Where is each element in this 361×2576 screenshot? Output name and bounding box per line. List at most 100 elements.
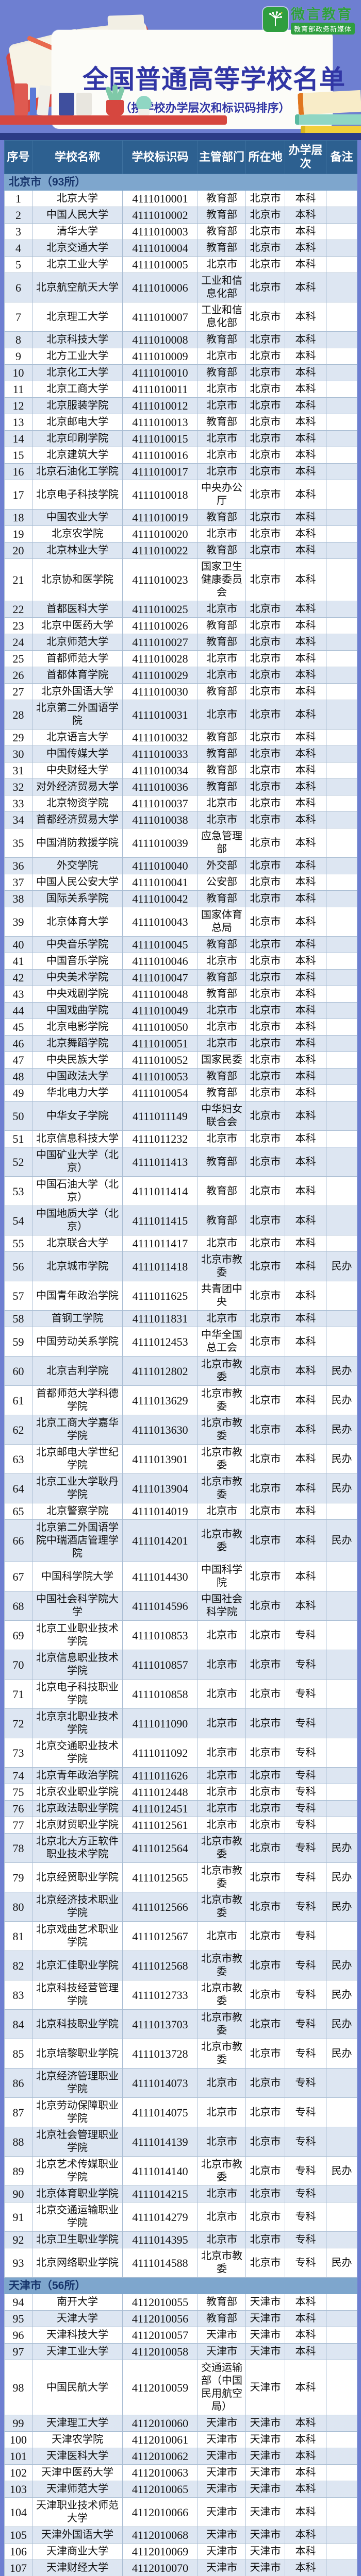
- table-row: 61 首都师范大学科德学院 4111013629 北京市教委 北京市 本科 民办: [4, 1385, 357, 1415]
- cell-dept: 天津市: [198, 2431, 246, 2448]
- cell-name: 天津农学院: [32, 2431, 123, 2448]
- cell-num: 66: [4, 1519, 32, 1562]
- cell-num: 78: [4, 1833, 32, 1863]
- cell-note: 民办: [326, 2039, 357, 2069]
- cell-name: 首都医科大学: [32, 601, 123, 618]
- cell-city: 北京市: [245, 430, 285, 447]
- cell-name: 北京工商大学嘉华学院: [32, 1415, 123, 1445]
- cell-code: 4111011415: [122, 1206, 198, 1235]
- round-plant-icon: [136, 96, 152, 111]
- cell-dept: 公安部: [198, 874, 246, 891]
- cell-num: 75: [4, 1784, 32, 1801]
- cell-level: 专科: [285, 1767, 326, 1784]
- cell-num: 38: [4, 890, 32, 907]
- cell-code: 4111013630: [122, 1415, 198, 1445]
- cell-dept: 教育部: [198, 683, 246, 700]
- cell-num: 15: [4, 447, 32, 464]
- cell-dept: 北京市: [198, 1738, 246, 1768]
- cell-name: 首钢工学院: [32, 1310, 123, 1327]
- cell-dept: 中国科学院: [198, 1562, 246, 1591]
- cell-dept: 北京市: [198, 2097, 246, 2127]
- cell-num: 32: [4, 778, 32, 795]
- cell-dept: 教育部: [198, 617, 246, 634]
- section-title: 天津市（56所）: [4, 2277, 357, 2294]
- cell-name: 北京社会管理职业学院: [32, 2127, 123, 2157]
- cell-note: [326, 2527, 357, 2544]
- cell-dept: 北京市: [198, 430, 246, 447]
- cell-city: 北京市: [245, 190, 285, 207]
- cell-num: 16: [4, 463, 32, 480]
- column-header-0: 序号: [4, 140, 32, 174]
- cell-level: 专科: [285, 1951, 326, 1980]
- cell-city: 天津市: [245, 2327, 285, 2344]
- cell-num: 100: [4, 2431, 32, 2448]
- cell-level: 本科: [285, 2431, 326, 2448]
- table-row: 19 北京农学院 4111010020 北京市 北京市 本科: [4, 526, 357, 543]
- table-row: 55 北京联合大学 4111011417 北京市 北京市 本科: [4, 1235, 357, 1252]
- cell-city: 北京市: [245, 953, 285, 970]
- cell-note: [326, 1784, 357, 1801]
- cell-city: 北京市: [245, 1084, 285, 1101]
- cell-code: 4111010053: [122, 1068, 198, 1085]
- cell-code: 4112010057: [122, 2327, 198, 2344]
- cell-name: 北京北大方正软件职业技术学院: [32, 1833, 123, 1863]
- cell-code: 4111014140: [122, 2156, 198, 2186]
- table-row: 43 中央戏剧学院 4111010048 教育部 北京市 本科: [4, 986, 357, 1003]
- cell-city: 天津市: [245, 2343, 285, 2360]
- cell-level: 本科: [285, 558, 326, 601]
- cell-note: [326, 2327, 357, 2344]
- cell-note: [326, 397, 357, 414]
- cell-note: [326, 683, 357, 700]
- cell-name: 北京劳动保障职业学院: [32, 2097, 123, 2127]
- cell-name: 北京城市学院: [32, 1251, 123, 1281]
- table-row: 85 北京培黎职业学院 4111013728 北京市教委 北京市 专科 民办: [4, 2039, 357, 2069]
- cell-city: 北京市: [245, 256, 285, 273]
- cell-note: [326, 2497, 357, 2527]
- table-row: 11 北京工商大学 4111010011 北京市 北京市 本科: [4, 381, 357, 398]
- cell-code: 4111013703: [122, 2009, 198, 2039]
- cell-city: 北京市: [245, 1562, 285, 1591]
- cell-name: 中国青年政治学院: [32, 1281, 123, 1311]
- cell-city: 北京市: [245, 2009, 285, 2039]
- cell-note: [326, 936, 357, 953]
- cell-name: 北京汇佳职业学院: [32, 1951, 123, 1980]
- cell-dept: 天津市: [198, 2343, 246, 2360]
- cell-dept: 北京市: [198, 463, 246, 480]
- cell-num: 26: [4, 667, 32, 684]
- cell-city: 北京市: [245, 729, 285, 746]
- cell-code: 4111012453: [122, 1327, 198, 1357]
- cell-city: 北京市: [245, 874, 285, 891]
- cell-dept: 教育部: [198, 542, 246, 559]
- table-row: 26 首都体育学院 4111010029 北京市 北京市 本科: [4, 667, 357, 684]
- cell-name: 北京林业大学: [32, 542, 123, 559]
- cell-num: 24: [4, 634, 32, 651]
- cell-note: 民办: [326, 1385, 357, 1415]
- cell-dept: 教育部: [198, 969, 246, 986]
- table-row: 38 国际关系学院 4111010042 教育部 北京市 本科: [4, 890, 357, 907]
- cell-name: 北京科技经营管理学院: [32, 1980, 123, 2010]
- column-header-1: 学校名称: [32, 140, 123, 174]
- cell-level: 本科: [285, 240, 326, 257]
- table-row: 15 北京建筑大学 4111010016 北京市 北京市 本科: [4, 447, 357, 464]
- cell-num: 11: [4, 381, 32, 398]
- cell-num: 2: [4, 207, 32, 224]
- table-row: 103 天津师范大学 4112010065 天津市 天津市 本科: [4, 2481, 357, 2498]
- cell-name: 天津商业大学: [32, 2543, 123, 2560]
- cell-code: 4111010009: [122, 348, 198, 365]
- cell-note: 民办: [326, 2248, 357, 2278]
- cell-note: 民办: [326, 2009, 357, 2039]
- cell-name: 北京农学院: [32, 526, 123, 543]
- cell-code: 4111011414: [122, 1176, 198, 1206]
- table-row: 65 北京警察学院 4111014019 北京市 北京市 本科: [4, 1503, 357, 1520]
- cell-note: [326, 1921, 357, 1951]
- cell-num: 72: [4, 1708, 32, 1738]
- cell-note: [326, 1130, 357, 1147]
- cell-note: 民办: [326, 1862, 357, 1892]
- cell-code: 4111010043: [122, 907, 198, 937]
- table-row: 23 北京中医药大学 4111010026 教育部 北京市 本科: [4, 617, 357, 634]
- cell-note: [326, 1679, 357, 1709]
- cell-num: 51: [4, 1130, 32, 1147]
- table-row: 42 中央美术学院 4111010047 教育部 北京市 本科: [4, 969, 357, 986]
- table-row: 102 天津中医药大学 4112010063 天津市 天津市 本科: [4, 2464, 357, 2481]
- cell-note: [326, 364, 357, 381]
